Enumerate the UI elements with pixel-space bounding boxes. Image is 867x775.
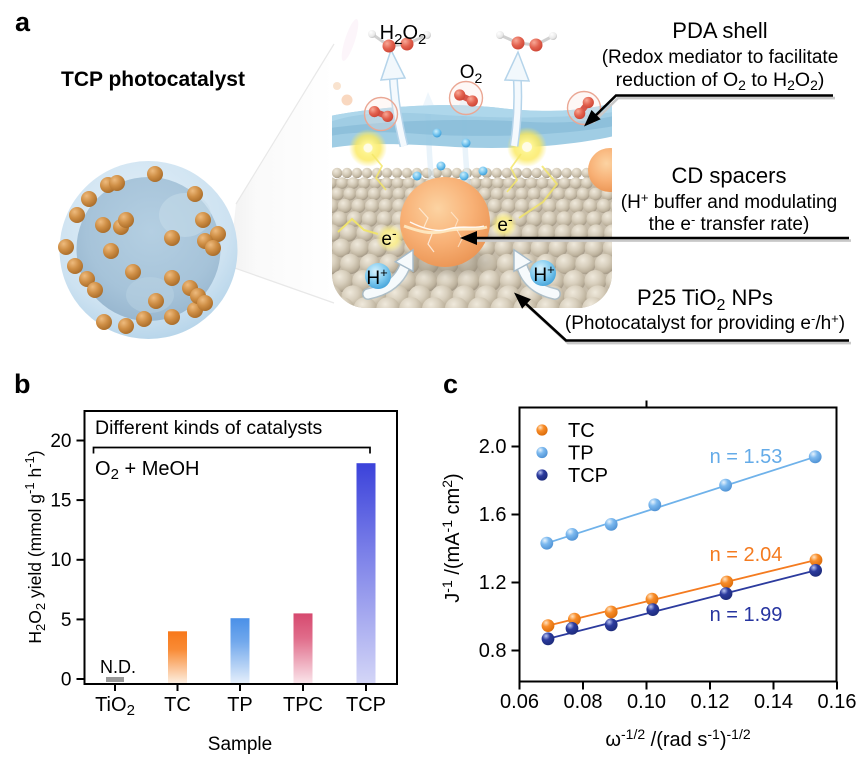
svg-text:the e- transfer rate): the e- transfer rate) [649,212,810,235]
svg-text:n = 1.99: n = 1.99 [710,604,783,626]
svg-text:0.14: 0.14 [754,691,793,713]
svg-text:N.D.: N.D. [100,657,136,677]
svg-text:10: 10 [50,550,71,571]
svg-text:TPC: TPC [283,694,323,716]
svg-text:reduction of O2 to H2O2): reduction of O2 to H2O2) [616,69,825,93]
svg-text:Different kinds of catalysts: Different kinds of catalysts [95,417,322,439]
svg-text:0: 0 [61,670,72,691]
svg-text:H2O2 yield (mmol g-1 h-1): H2O2 yield (mmol g-1 h-1) [22,450,48,643]
svg-text:15: 15 [50,491,71,512]
svg-text:0.12: 0.12 [691,691,730,713]
svg-text:TCP photocatalyst: TCP photocatalyst [61,68,245,91]
svg-text:c: c [443,369,458,399]
svg-text:n = 1.53: n = 1.53 [710,446,783,468]
svg-text:ω-1/2 /(rad s-1)-1/2: ω-1/2 /(rad s-1)-1/2 [605,726,750,751]
svg-text:1.6: 1.6 [479,504,507,526]
svg-text:Sample: Sample [208,734,272,755]
svg-text:TiO2: TiO2 [95,694,135,719]
svg-text:O2: O2 [460,62,483,86]
svg-text:(H+ buffer and modulating: (H+ buffer and modulating [621,190,837,213]
svg-text:CD spacers: CD spacers [672,163,787,188]
svg-text:O2 + MeOH: O2 + MeOH [95,458,199,483]
svg-text:TC: TC [164,694,191,716]
svg-text:n = 2.04: n = 2.04 [710,544,783,566]
svg-text:b: b [14,369,31,399]
svg-text:20: 20 [50,431,71,452]
svg-text:0.16: 0.16 [818,691,857,713]
svg-text:PDA shell: PDA shell [672,18,767,43]
svg-text:TP: TP [568,443,594,465]
svg-text:0.08: 0.08 [564,691,603,713]
svg-text:a: a [15,7,31,37]
svg-text:TCP: TCP [346,694,386,716]
svg-text:0.8: 0.8 [479,640,507,662]
svg-text:TP: TP [227,694,253,716]
svg-text:0.10: 0.10 [627,691,666,713]
svg-text:TCP: TCP [568,465,608,487]
svg-text:1.2: 1.2 [479,572,507,594]
svg-text:0.06: 0.06 [500,691,539,713]
svg-text:2.0: 2.0 [479,436,507,458]
svg-text:H2O2: H2O2 [380,22,427,48]
svg-text:J-1 /(mA-1 cm2): J-1 /(mA-1 cm2) [439,473,464,602]
svg-text:TC: TC [568,420,595,442]
svg-text:P25 TiO2 NPs: P25 TiO2 NPs [637,285,773,314]
svg-text:5: 5 [61,610,72,631]
svg-text:(Redox mediator to facilitate: (Redox mediator to facilitate [602,47,839,68]
svg-text:(Photocatalyst for providing e: (Photocatalyst for providing e-/h+) [565,311,845,334]
